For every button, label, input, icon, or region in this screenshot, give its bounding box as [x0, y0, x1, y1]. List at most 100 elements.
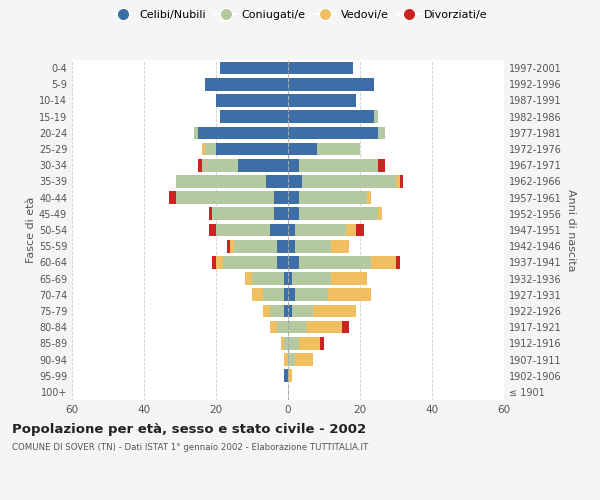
Bar — [263, 288, 284, 301]
Bar — [295, 353, 313, 366]
Bar — [223, 256, 277, 268]
Bar — [284, 353, 288, 366]
Bar — [216, 256, 223, 268]
Bar — [299, 159, 378, 172]
Bar — [270, 321, 277, 334]
Bar — [374, 110, 378, 123]
Bar — [205, 142, 216, 156]
Bar — [378, 159, 385, 172]
Bar — [216, 142, 288, 156]
Bar — [288, 256, 299, 268]
Bar — [281, 337, 284, 349]
Bar — [263, 304, 270, 318]
Bar — [295, 240, 331, 252]
Bar — [288, 192, 299, 204]
Bar — [288, 304, 292, 318]
Bar — [288, 175, 302, 188]
Bar — [212, 208, 274, 220]
Bar — [320, 337, 324, 349]
Bar — [277, 256, 288, 268]
Bar — [288, 224, 295, 236]
Bar — [216, 94, 288, 107]
Bar — [288, 370, 292, 382]
Bar — [288, 288, 295, 301]
Bar — [295, 224, 346, 236]
Bar — [292, 304, 313, 318]
Bar — [284, 304, 288, 318]
Bar — [234, 240, 277, 252]
Bar — [230, 240, 234, 252]
Bar — [252, 272, 284, 285]
Bar — [277, 240, 288, 252]
Text: COMUNE DI SOVER (TN) - Dati ISTAT 1° gennaio 2002 - Elaborazione TUTTITALIA.IT: COMUNE DI SOVER (TN) - Dati ISTAT 1° gen… — [12, 442, 368, 452]
Bar — [288, 110, 374, 123]
Bar — [396, 175, 400, 188]
Bar — [371, 256, 396, 268]
Bar — [252, 288, 263, 301]
Y-axis label: Fasce di età: Fasce di età — [26, 197, 36, 263]
Bar — [331, 272, 367, 285]
Bar — [274, 192, 288, 204]
Bar — [342, 321, 349, 334]
Bar — [317, 142, 360, 156]
Y-axis label: Anni di nascita: Anni di nascita — [566, 188, 575, 271]
Bar — [328, 288, 371, 301]
Bar — [288, 353, 295, 366]
Bar — [284, 272, 288, 285]
Bar — [245, 272, 252, 285]
Bar — [238, 159, 288, 172]
Bar — [284, 370, 288, 382]
Bar — [302, 175, 396, 188]
Bar — [205, 78, 288, 90]
Bar — [299, 337, 320, 349]
Bar — [299, 256, 371, 268]
Bar — [176, 175, 266, 188]
Bar — [209, 208, 212, 220]
Bar — [212, 256, 216, 268]
Bar — [270, 224, 288, 236]
Bar — [288, 240, 295, 252]
Bar — [288, 272, 292, 285]
Bar — [288, 321, 306, 334]
Bar — [356, 224, 364, 236]
Bar — [299, 208, 378, 220]
Bar — [306, 321, 342, 334]
Bar — [295, 288, 328, 301]
Bar — [216, 224, 270, 236]
Bar — [331, 240, 349, 252]
Bar — [288, 337, 299, 349]
Bar — [202, 159, 238, 172]
Bar — [313, 304, 356, 318]
Bar — [198, 126, 288, 139]
Bar — [288, 94, 356, 107]
Bar — [288, 126, 378, 139]
Bar — [270, 304, 284, 318]
Bar — [288, 142, 317, 156]
Bar — [202, 142, 205, 156]
Bar — [220, 110, 288, 123]
Bar — [194, 126, 198, 139]
Bar — [378, 126, 385, 139]
Bar — [367, 192, 371, 204]
Bar — [288, 62, 353, 74]
Bar — [292, 272, 331, 285]
Bar — [284, 288, 288, 301]
Bar — [396, 256, 400, 268]
Bar — [274, 208, 288, 220]
Bar — [288, 208, 299, 220]
Text: Popolazione per età, sesso e stato civile - 2002: Popolazione per età, sesso e stato civil… — [12, 422, 366, 436]
Bar — [266, 175, 288, 188]
Bar — [346, 224, 356, 236]
Bar — [288, 159, 299, 172]
Bar — [284, 337, 288, 349]
Bar — [176, 192, 274, 204]
Bar — [277, 321, 288, 334]
Bar — [288, 78, 374, 90]
Bar — [400, 175, 403, 188]
Bar — [169, 192, 176, 204]
Bar — [220, 62, 288, 74]
Bar — [209, 224, 216, 236]
Bar — [378, 208, 382, 220]
Bar — [227, 240, 230, 252]
Bar — [198, 159, 202, 172]
